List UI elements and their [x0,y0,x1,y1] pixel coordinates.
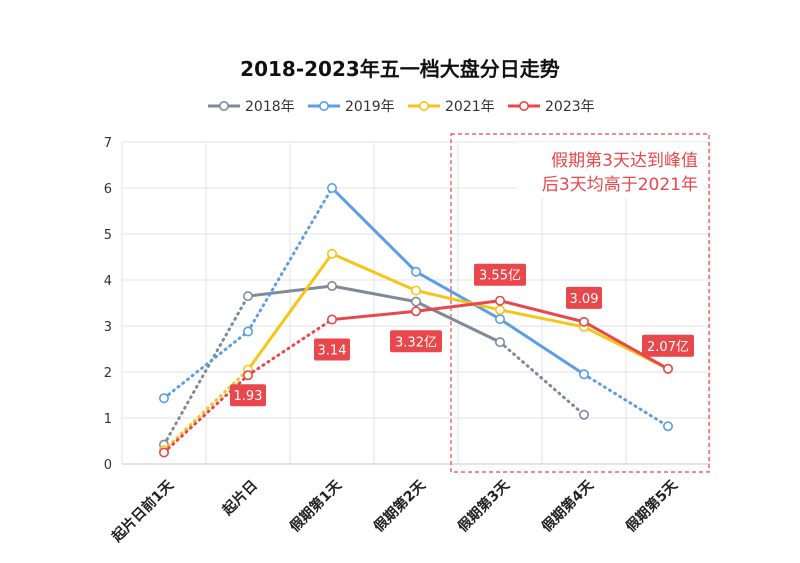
data-point [494,295,505,306]
series-segment [162,368,250,452]
series-segment [246,284,334,298]
legend-item-2019年: 2019年 [308,99,395,115]
data-label: 2.07亿 [647,340,689,355]
series-segment [162,294,250,447]
data-point [410,296,421,307]
x-tick-label: 假期第4天 [538,476,597,535]
legend-label: 2018年 [245,99,295,115]
y-tick-label: 3 [104,320,112,335]
series-segment [246,252,334,372]
legend-item-2023年: 2023年 [508,99,595,115]
annotation-frame [450,133,710,473]
data-point [326,314,337,325]
series-segment [582,320,670,371]
legend-label: 2023年 [545,99,595,115]
x-tick-label: 假期第3天 [454,476,513,535]
x-tick-label: 假期第5天 [622,476,681,535]
legend-marker [418,101,429,112]
data-label: 3.55亿 [479,269,521,284]
series-2019年 [159,183,673,432]
annotation-line-1: 假期第3天达到峰值 [551,151,698,171]
legend: 2018年 2019年 2021年 2023年 [208,99,595,115]
x-tick-label: 假期第1天 [286,476,345,535]
legend-label: 2019年 [345,99,395,115]
data-label: 3.09 [570,292,599,307]
series-segment [246,186,334,334]
data-point [410,266,421,277]
data-label-box [314,338,350,361]
y-tick-label: 1 [104,412,112,427]
data-point [578,316,589,327]
legend-marker [219,101,230,112]
series-segment [330,309,418,322]
series-segment [330,284,418,304]
x-tick-label: 起片日 [218,477,260,519]
data-point [578,369,589,380]
y-tick-label: 5 [104,228,112,243]
annotation-line-2: 后3天均高于2021年 [542,175,698,195]
data-point [662,363,673,374]
data-point [578,409,589,420]
series-segment [246,318,334,377]
y-tick-label: 6 [104,182,112,197]
chart-title: 2018-2023年五一档大盘分日走势 [240,57,560,81]
y-tick-label: 2 [104,366,112,381]
data-point [410,306,421,317]
legend-item-2018年: 2018年 [208,99,295,115]
data-label-box [390,330,442,353]
legend-marker [518,101,529,112]
y-tick-label: 0 [104,458,112,473]
series-segment [498,340,586,417]
annotation-background [517,142,703,198]
data-point [159,393,170,404]
x-tick-label: 假期第2天 [370,476,429,535]
series-segment [498,308,586,329]
data-point [326,248,337,259]
data-label: 1.93 [234,389,263,404]
legend-label: 2021年 [445,99,495,115]
series-segment [330,252,418,293]
data-point [410,285,421,296]
data-point [159,447,170,458]
data-label-box [474,263,526,286]
series-segment [330,186,418,274]
series-segment [498,299,586,324]
data-point [243,370,254,381]
data-point [326,183,337,194]
labels-layer: 1.93 3.14 3.32亿 3.55亿 3.09 2.07亿 [230,263,694,407]
legend-item-2021年: 2021年 [408,99,495,115]
data-point [326,280,337,291]
data-label-box [566,286,602,309]
data-label-box [642,334,694,357]
series-2023年 [159,295,673,458]
series-segment [582,372,670,428]
data-point [243,326,254,337]
data-point [662,421,673,432]
data-point [243,291,254,302]
x-tick-label: 起片日前1天 [108,476,178,546]
data-point [494,304,505,315]
legend-marker [318,101,329,112]
series-segment [162,330,250,400]
data-point [494,314,505,325]
series-layer [159,183,673,458]
data-label-box [230,384,266,407]
y-tick-label: 7 [104,136,112,151]
y-tick-label: 4 [104,274,112,289]
series-segment [414,299,502,313]
data-label: 3.32亿 [395,335,437,350]
series-segment [498,317,586,376]
data-point [494,337,505,348]
series-segment [414,289,502,312]
data-label: 3.14 [318,344,347,359]
series-segment [414,270,502,321]
